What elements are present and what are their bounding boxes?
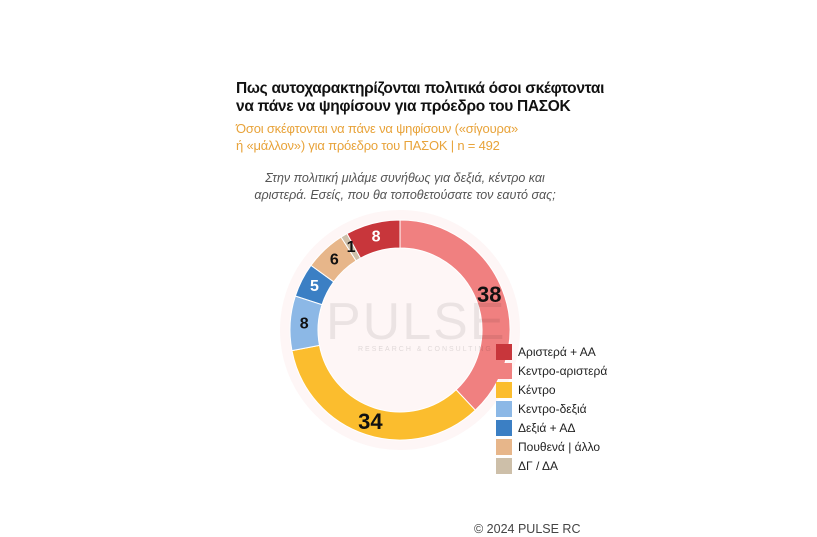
- legend-swatch: [496, 400, 512, 417]
- donut-slice: [399, 219, 511, 411]
- legend-item: Αριστερά + ΑΑ: [496, 342, 607, 361]
- legend-label: Δεξιά + ΑΔ: [518, 420, 576, 435]
- legend-swatch: [496, 419, 512, 436]
- donut-slice: [346, 219, 401, 259]
- legend-swatch: [496, 362, 512, 379]
- legend-swatch: [496, 438, 512, 455]
- chart-subtitle-line-1: Όσοι σκέφτονται να πάνε να ψηφίσουν («σί…: [236, 121, 519, 136]
- legend-swatch: [496, 457, 512, 474]
- chart-title: Πως αυτοχαρακτηρίζονται πολιτικά όσοι σκ…: [236, 80, 636, 116]
- donut-slice-value-label: 6: [330, 252, 339, 269]
- donut-slice-value-label: 5: [310, 278, 319, 295]
- donut-slice-value-label: 8: [372, 229, 381, 246]
- pulse-watermark: PULSE: [326, 293, 507, 351]
- legend-item: Κεντρο-αριστερά: [496, 361, 607, 380]
- legend-swatch: [496, 381, 512, 398]
- survey-question: Στην πολιτική μιλάμε συνήθως για δεξιά, …: [200, 170, 610, 204]
- legend-item: ΔΓ / ΔΑ: [496, 456, 607, 475]
- survey-question-line-1: Στην πολιτική μιλάμε συνήθως για δεξιά, …: [265, 171, 545, 185]
- pulse-watermark-tagline: RESEARCH & CONSULTING: [358, 346, 493, 353]
- copyright-notice: © 2024 PULSE RC: [474, 522, 581, 536]
- legend-label: Κεντρο-αριστερά: [518, 363, 608, 378]
- donut-slice-value-label: 38: [477, 282, 501, 307]
- donut-slice-value-label: 8: [300, 315, 309, 332]
- legend-label: ΔΓ / ΔΑ: [518, 458, 558, 473]
- chart-legend: Αριστερά + ΑΑ Κεντρο-αριστερά Κέντρο Κεντρο…: [496, 342, 607, 475]
- donut-slice-value-label: 34: [358, 409, 383, 434]
- chart-title-line-1: Πως αυτοχαρακτηρίζονται πολιτικά όσοι σκ…: [236, 80, 605, 97]
- legend-label: Κεντρο-δεξιά: [518, 401, 587, 416]
- donut-slices: [289, 219, 511, 441]
- legend-item: Πουθενά | άλλο: [496, 437, 607, 456]
- chart-subtitle-line-2: ή «μάλλον») για πρόεδρο του ΠΑΣΟΚ | n = …: [236, 138, 500, 153]
- legend-swatch: [496, 343, 512, 360]
- legend-label: Αριστερά + ΑΑ: [518, 344, 596, 359]
- legend-item: Κέντρο: [496, 380, 607, 399]
- chart-subtitle: Όσοι σκέφτονται να πάνε να ψηφίσουν («σί…: [236, 120, 636, 154]
- survey-question-line-2: αριστερά. Εσείς, που θα τοποθετούσατε το…: [254, 188, 556, 202]
- chart-title-line-2: να πάνε να ψηφίσουν για πρόεδρο του ΠΑΣΟ…: [236, 98, 571, 115]
- legend-item: Δεξιά + ΑΔ: [496, 418, 607, 437]
- legend-label: Κέντρο: [518, 382, 556, 397]
- legend-item: Κεντρο-δεξιά: [496, 399, 607, 418]
- donut-slice-value-label: 1: [347, 239, 356, 256]
- legend-label: Πουθενά | άλλο: [518, 439, 601, 454]
